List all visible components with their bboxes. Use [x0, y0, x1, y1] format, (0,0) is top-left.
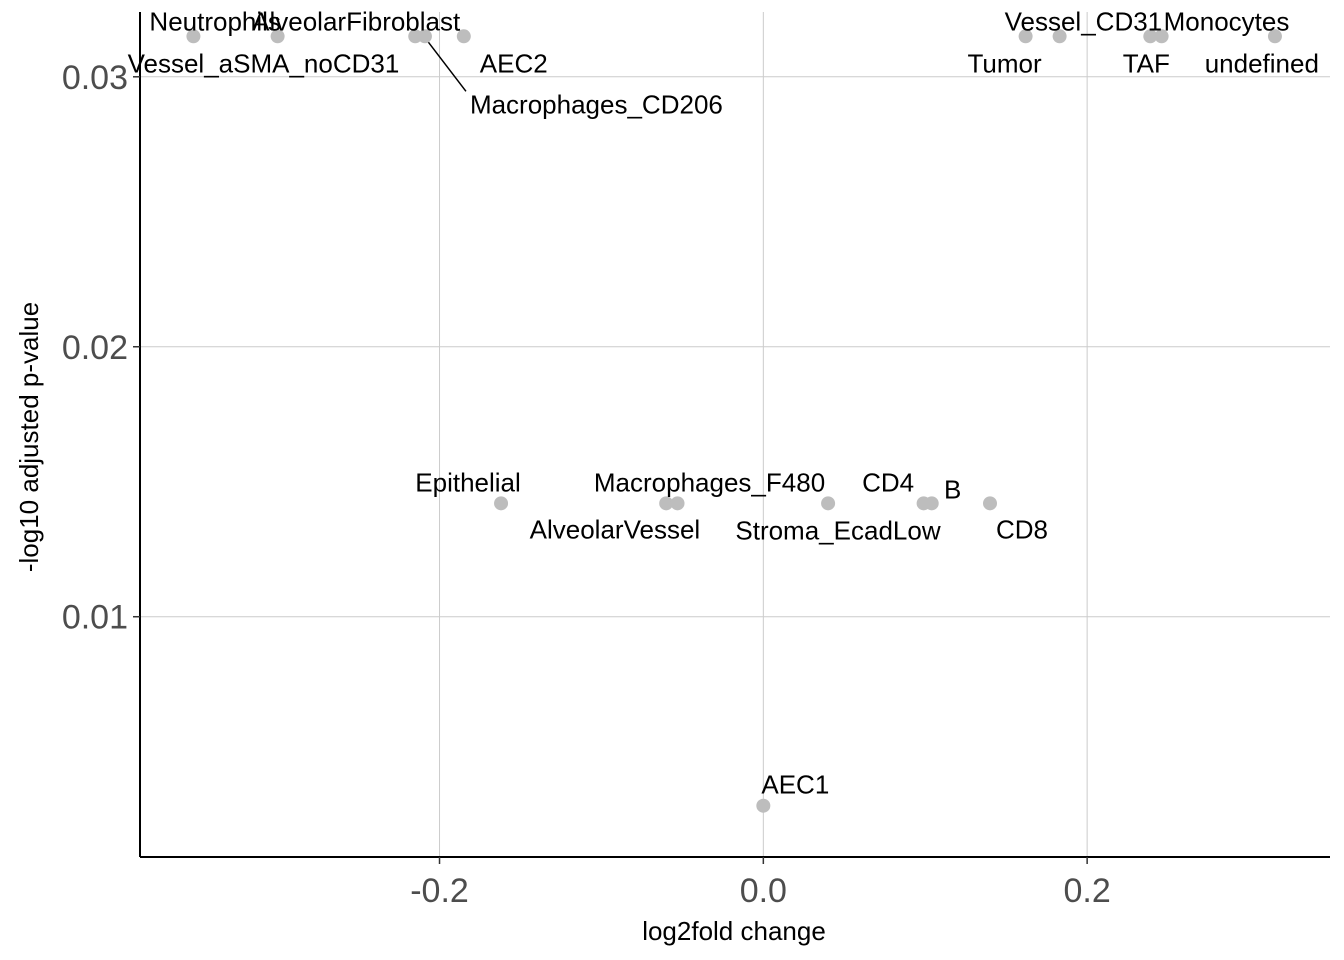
x-tick-label: -0.2: [410, 872, 469, 910]
data-point: [1154, 29, 1169, 44]
data-point: [983, 496, 997, 511]
data-point: [1143, 29, 1158, 44]
point-label: Epithelial: [415, 467, 521, 497]
data-points: [186, 29, 1282, 813]
point-label: B: [944, 474, 961, 504]
label-leaders: [426, 39, 467, 92]
data-point: [408, 29, 423, 44]
data-point: [456, 29, 471, 44]
data-point: [670, 496, 685, 511]
point-label: CD8: [996, 514, 1048, 544]
tick-labels: -0.2 0.0 0.2 0.01 0.02 0.03: [62, 59, 1111, 910]
data-point: [1018, 29, 1033, 44]
point-label: AlveolarVessel: [530, 514, 701, 544]
point-label: CD4: [862, 467, 914, 497]
axes: [139, 12, 1330, 858]
point-label: undefined: [1205, 48, 1319, 78]
x-axis-title: log2fold change: [642, 916, 826, 946]
point-label: TAF: [1123, 48, 1170, 78]
data-point: [821, 496, 836, 511]
y-tick-label: 0.03: [62, 59, 128, 97]
point-label: Stroma_EcadLow: [735, 515, 940, 545]
point-label: Vessel_aSMA_noCD31: [128, 48, 400, 78]
point-label: AlveolarFibroblast: [252, 6, 461, 36]
gridlines: [140, 12, 1330, 857]
point-label: Macrophages_F480: [594, 467, 825, 497]
x-tick-label: 0.0: [740, 872, 787, 910]
point-label: Neutrophils: [149, 6, 281, 36]
point-label: Tumor: [967, 48, 1041, 78]
data-point: [1052, 29, 1067, 44]
y-tick-label: 0.01: [62, 599, 128, 637]
data-point: [494, 496, 509, 511]
data-point: [417, 29, 432, 44]
point-label: Macrophages_CD206: [470, 89, 723, 119]
data-point: [756, 798, 771, 813]
point-label: Monocytes: [1164, 6, 1290, 36]
label-leader-line: [426, 39, 467, 92]
point-label: AEC2: [480, 48, 548, 78]
point-label: Vessel_CD31: [1005, 6, 1163, 36]
y-axis-title: -log10 adjusted p-value: [14, 302, 44, 572]
x-tick-label: 0.2: [1064, 872, 1111, 910]
point-labels: Neutrophils Vessel_aSMA_noCD31 AlveolarFib…: [128, 6, 1319, 799]
y-tick-label: 0.02: [62, 329, 128, 367]
data-point: [659, 496, 674, 511]
data-point: [1267, 29, 1282, 44]
point-label: AEC1: [761, 770, 829, 800]
data-point: [924, 496, 939, 511]
data-point: [186, 29, 201, 44]
data-point: [270, 29, 285, 44]
